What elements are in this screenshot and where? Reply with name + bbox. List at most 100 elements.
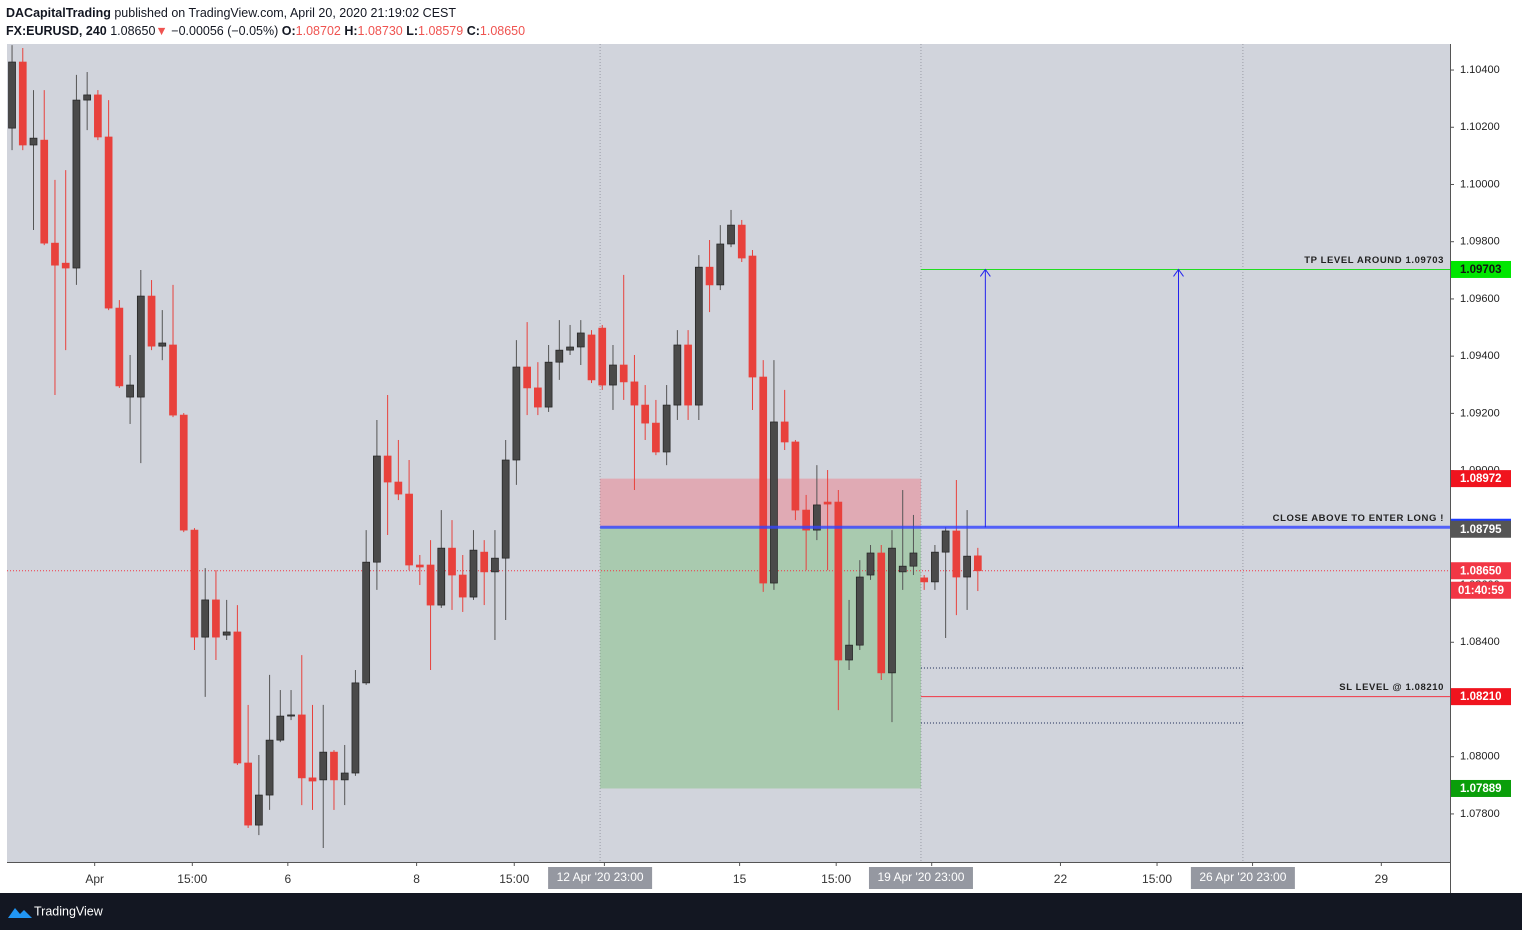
price-tag bbox=[1451, 520, 1511, 538]
candle-body bbox=[534, 387, 542, 408]
candle-body bbox=[190, 529, 199, 638]
arrow: ▼ bbox=[155, 24, 168, 38]
candle-body bbox=[673, 344, 682, 406]
candle-body bbox=[458, 574, 467, 598]
last: 1.08650 bbox=[110, 24, 156, 38]
candle-body bbox=[158, 342, 167, 347]
arrow-head bbox=[1173, 268, 1184, 277]
x-tick-label: 15 bbox=[733, 872, 747, 886]
candle-body bbox=[212, 599, 220, 638]
candle-body bbox=[51, 242, 59, 266]
y-tick-label: 1.09800 bbox=[1460, 236, 1500, 248]
y-tick-label: 1.08400 bbox=[1460, 636, 1500, 648]
y-tick-label: 1.10200 bbox=[1460, 121, 1500, 133]
candle-body bbox=[8, 61, 16, 129]
candle-body bbox=[866, 552, 875, 576]
candle-body bbox=[437, 547, 446, 606]
candle-body bbox=[308, 777, 317, 782]
candle-body bbox=[126, 384, 134, 398]
c: 1.08650 bbox=[479, 24, 526, 38]
candle-body bbox=[619, 364, 628, 383]
candle-body bbox=[748, 255, 757, 378]
candle-body bbox=[501, 459, 510, 559]
candle-body bbox=[780, 421, 789, 443]
candle-body bbox=[834, 501, 843, 661]
candle-body bbox=[555, 349, 564, 363]
candle-body bbox=[72, 99, 81, 269]
countdown-bg bbox=[1451, 581, 1511, 599]
candle-body bbox=[609, 364, 617, 386]
price-tag bbox=[1451, 260, 1511, 278]
candle-body bbox=[566, 346, 574, 351]
candle-body bbox=[448, 547, 456, 576]
candle-body bbox=[94, 94, 102, 138]
candle-body bbox=[83, 94, 92, 101]
candle-body bbox=[694, 266, 703, 406]
published: published on TradingView.com, April 20, … bbox=[114, 6, 457, 20]
y-tick-label: 1.09400 bbox=[1460, 350, 1500, 362]
x-tick-label: 29 bbox=[1375, 872, 1389, 886]
candle-body bbox=[920, 577, 929, 583]
l-label: L: bbox=[406, 24, 419, 38]
level-label: TP LEVEL AROUND 1.09703 bbox=[1304, 255, 1444, 266]
candle-body bbox=[877, 552, 886, 674]
candle-body bbox=[276, 715, 285, 741]
o: 1.08702 bbox=[295, 24, 341, 38]
arrow-head bbox=[979, 268, 991, 277]
candle-body bbox=[652, 422, 660, 453]
week-label: 19 Apr '20 23:00 bbox=[877, 870, 964, 884]
candle-body bbox=[233, 631, 242, 764]
candle-body bbox=[491, 557, 499, 573]
y-tick-label: 1.10000 bbox=[1460, 178, 1500, 190]
candle-body bbox=[179, 414, 188, 531]
y-tick-label: 1.07800 bbox=[1460, 808, 1500, 820]
y-tick-label: 1.09600 bbox=[1460, 293, 1500, 305]
candle-body bbox=[265, 739, 274, 796]
candle-body bbox=[684, 344, 692, 406]
price-tag bbox=[1451, 779, 1511, 797]
footer-bar bbox=[0, 893, 1522, 930]
level-label: SL LEVEL @ 1.08210 bbox=[1339, 682, 1444, 693]
h-label: H: bbox=[344, 24, 358, 38]
candle-body bbox=[705, 266, 714, 286]
candle-body bbox=[662, 404, 671, 453]
x-tick-label: Apr bbox=[85, 872, 104, 886]
candle-body bbox=[512, 366, 521, 461]
price-tag-label: 1.08795 bbox=[1460, 524, 1502, 536]
price-tag bbox=[1451, 688, 1511, 706]
candle-body bbox=[909, 552, 918, 567]
y-tick-label: 1.10400 bbox=[1460, 64, 1500, 76]
week-label: 26 Apr '20 23:00 bbox=[1199, 870, 1286, 884]
candle-body bbox=[383, 455, 392, 483]
candle-body bbox=[287, 714, 295, 717]
change: −0.00056 (−0.05%) bbox=[171, 24, 279, 38]
candle-body bbox=[576, 332, 585, 348]
y-tick-label: 1.09200 bbox=[1460, 407, 1500, 419]
candle-body bbox=[630, 381, 639, 406]
price-tag-label: 1.09703 bbox=[1460, 264, 1502, 276]
candle-body bbox=[405, 493, 413, 566]
candle-body bbox=[415, 564, 424, 568]
price-tag bbox=[1451, 562, 1511, 580]
countdown: 01:40:59 bbox=[1458, 585, 1504, 597]
candle-body bbox=[931, 551, 939, 583]
candle-body bbox=[587, 334, 596, 381]
candle-body bbox=[104, 136, 113, 309]
candle-body bbox=[426, 564, 435, 606]
candle-body bbox=[898, 565, 907, 573]
candle-body bbox=[480, 551, 489, 573]
week-label-bg bbox=[548, 867, 653, 889]
x-tick-label: 15:00 bbox=[821, 872, 851, 886]
x-tick-label: 15:00 bbox=[177, 872, 207, 886]
plot-bg bbox=[7, 44, 1450, 862]
l: 1.08579 bbox=[418, 24, 464, 38]
x-tick-label: 6 bbox=[284, 872, 291, 886]
price-tag-label: 1.08650 bbox=[1460, 565, 1502, 577]
week-label-bg bbox=[1190, 867, 1295, 889]
candle-body bbox=[802, 509, 810, 531]
candle-body bbox=[18, 61, 27, 146]
candle-body bbox=[855, 576, 864, 646]
candle-body bbox=[61, 262, 70, 269]
symbol: FX:EURUSD, 240 bbox=[6, 24, 107, 38]
candle-body bbox=[115, 307, 124, 387]
